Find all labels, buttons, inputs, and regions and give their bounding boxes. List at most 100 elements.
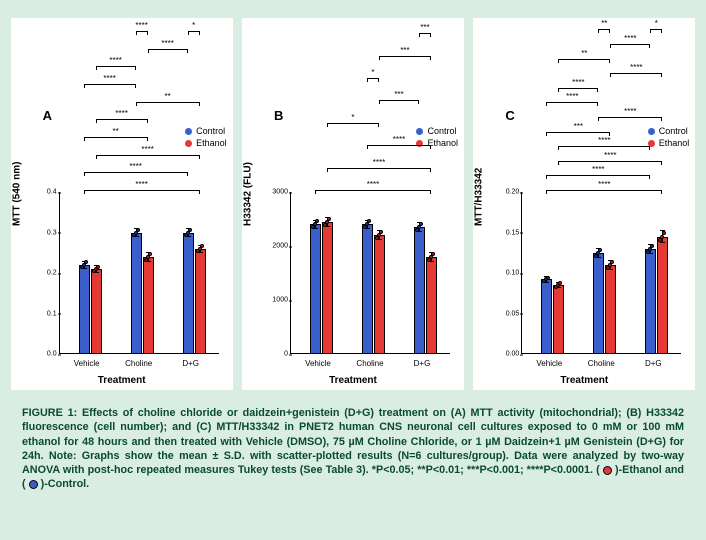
sig-stars: ***	[420, 24, 429, 32]
panel-A: AControlEthanolMTT (540 nm)Treatment0.00…	[11, 18, 233, 390]
bar	[414, 227, 425, 354]
plot-area: 0.00.10.20.30.4VehicleCholineD+G	[59, 192, 219, 354]
sig-stars: ***	[574, 123, 583, 131]
sig-stars: **	[165, 93, 171, 101]
scatter-point	[431, 252, 435, 256]
bar	[426, 257, 437, 354]
sig-stars: ****	[135, 22, 147, 30]
sig-bracket: ****	[136, 31, 148, 32]
bar	[143, 257, 154, 354]
bar	[79, 265, 90, 354]
sig-stars: ****	[598, 137, 610, 145]
y-tick: 0.0	[35, 351, 57, 358]
y-tick: 0.3	[35, 229, 57, 236]
sig-stars: ****	[103, 75, 115, 83]
sig-bracket: ****	[546, 175, 650, 176]
panel-B: BControlEthanolH33342 (FLU)Treatment0100…	[242, 18, 464, 390]
panel-label: C	[505, 108, 514, 123]
sig-bracket: *	[188, 31, 200, 32]
sig-bracket: ****	[558, 146, 650, 147]
sig-bracket: ****	[546, 190, 662, 191]
sig-bracket: ****	[598, 117, 662, 118]
x-axis-label: Treatment	[242, 375, 464, 386]
sig-stars: ***	[394, 91, 403, 99]
plot-area: 0.000.050.100.150.20VehicleCholineD+G	[521, 192, 681, 354]
sig-stars: ****	[592, 166, 604, 174]
sig-bracket: ****	[610, 73, 662, 74]
significance-layer: *************************************	[59, 22, 219, 190]
x-tick-label: Vehicle	[74, 359, 100, 368]
sig-bracket: ****	[610, 44, 650, 45]
panel-C: CControlEthanolMTT/H33342Treatment0.000.…	[473, 18, 695, 390]
sig-stars: ****	[373, 159, 385, 167]
bar	[195, 249, 206, 354]
y-tick: 0.1	[35, 310, 57, 317]
x-axis-label: Treatment	[11, 375, 233, 386]
bar	[91, 269, 102, 354]
scatter-point	[200, 244, 204, 248]
y-tick: 0.20	[497, 189, 519, 196]
sig-stars: ****	[393, 136, 405, 144]
bar	[310, 224, 321, 354]
caption-text-3: )-Control.	[41, 478, 90, 490]
bar	[553, 285, 564, 354]
scatter-point	[546, 276, 550, 280]
sig-bracket: **	[136, 102, 200, 103]
y-axis-label: H33342 (FLU)	[242, 162, 253, 226]
bar	[362, 224, 373, 354]
sig-stars: **	[581, 50, 587, 58]
sig-bracket: *	[367, 78, 379, 79]
y-tick: 0	[266, 351, 288, 358]
sig-stars: ****	[161, 40, 173, 48]
x-axis-label: Treatment	[473, 375, 695, 386]
sig-stars: ****	[141, 146, 153, 154]
x-tick-label: D+G	[182, 359, 199, 368]
control-dot-icon	[29, 480, 38, 489]
sig-stars: ****	[630, 64, 642, 72]
bar	[322, 222, 333, 354]
sig-stars: ****	[367, 181, 379, 189]
figure-caption: FIGURE 1: Effects of choline chloride or…	[0, 400, 706, 540]
sig-bracket: ****	[546, 102, 598, 103]
scatter-point	[136, 228, 140, 232]
bar	[131, 233, 142, 355]
sig-stars: *	[192, 22, 195, 30]
bar	[374, 235, 385, 354]
sig-stars: ***	[400, 47, 409, 55]
significance-layer: ***********************	[290, 22, 450, 190]
sig-bracket: ****	[558, 161, 662, 162]
sig-bracket: ****	[327, 168, 431, 169]
plot-area: 0100020003000VehicleCholineD+G	[290, 192, 450, 354]
scatter-point	[148, 252, 152, 256]
y-tick: 3000	[266, 189, 288, 196]
sig-bracket: ****	[96, 155, 200, 156]
scatter-point	[327, 217, 331, 221]
scatter-point	[610, 260, 614, 264]
sig-stars: *	[655, 20, 658, 28]
x-tick-label: D+G	[645, 359, 662, 368]
bar	[605, 265, 616, 354]
sig-bracket: ***	[419, 33, 431, 34]
sig-stars: *	[371, 69, 374, 77]
scatter-point	[315, 219, 319, 223]
scatter-point	[660, 235, 664, 239]
sig-bracket: ****	[148, 49, 188, 50]
y-tick: 0.4	[35, 189, 57, 196]
sig-stars: ****	[598, 181, 610, 189]
sig-stars: ****	[135, 181, 147, 189]
sig-bracket: *	[650, 29, 662, 30]
bar	[541, 279, 552, 354]
caption-text-1: FIGURE 1: Effects of choline chloride or…	[22, 407, 684, 476]
y-axis-label: MTT/H33342	[474, 168, 485, 226]
scatter-point	[367, 219, 371, 223]
y-tick: 1000	[266, 297, 288, 304]
scatter-point	[379, 230, 383, 234]
sig-bracket: ***	[379, 56, 431, 57]
sig-bracket: ****	[84, 84, 136, 85]
sig-stars: **	[601, 20, 607, 28]
sig-bracket: ****	[96, 119, 148, 120]
x-tick-label: Choline	[356, 359, 383, 368]
panel-label: A	[43, 108, 52, 123]
y-tick: 2000	[266, 243, 288, 250]
sig-bracket: **	[558, 59, 610, 60]
